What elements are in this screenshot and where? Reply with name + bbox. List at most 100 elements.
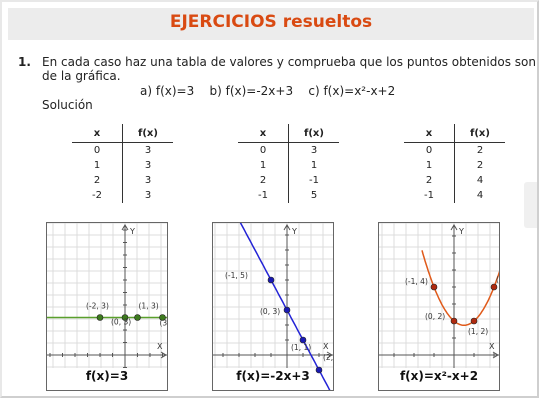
data-point	[490, 283, 498, 291]
data-point	[299, 336, 307, 344]
data-point	[96, 314, 104, 321]
table-cell-x: 1	[72, 158, 123, 173]
y-axis-label: Y	[291, 227, 297, 236]
y-axis-arrow	[121, 224, 129, 231]
y-axis-label: Y	[458, 227, 464, 236]
data-point	[267, 276, 275, 284]
point-label: (2, -1)	[323, 353, 333, 362]
function-curve	[421, 250, 499, 327]
table-row: 2 -1	[238, 173, 339, 188]
table-cell-fx: 2	[476, 160, 484, 171]
table-header-x: x	[238, 124, 289, 143]
exercise-statement-line2: de la gráfica.	[42, 69, 121, 83]
exercise-statement-line1: En cada caso haz una tabla de valores y …	[42, 55, 536, 69]
data-point	[159, 314, 166, 321]
table-cell-fx: 3	[144, 145, 152, 156]
table-cell-x: 1	[238, 158, 289, 173]
side-scroll-tab[interactable]	[524, 182, 537, 228]
table-cell-fx: 4	[476, 175, 484, 186]
table-cell-fx: 1	[310, 160, 318, 171]
table-cell-x: 0	[238, 142, 289, 158]
graph-svg: Y X (-1, 4) (0, 2) (1, 2) (2, 4)	[379, 223, 499, 368]
point-label: (-1, 4)	[405, 277, 428, 286]
table-cell-x: 0	[404, 142, 455, 158]
y-axis-arrow	[283, 224, 291, 231]
data-point	[315, 366, 323, 374]
graph-svg: Y X (-2, 3)(0, 3) (1, 3)(3, 3)	[47, 223, 168, 368]
graph-constant-function: Y X (-2, 3)(0, 3) (1, 3)(3, 3) f(x)=3	[46, 222, 168, 391]
table-cell-x: -1	[238, 188, 289, 203]
table-cell-x: 0	[72, 142, 123, 158]
table-cell-fx: 4	[476, 190, 484, 201]
table-header-fx: f(x)	[288, 124, 339, 143]
table-cell-x: 2	[72, 173, 123, 188]
table-header-fx: f(x)	[122, 124, 173, 143]
data-point	[450, 317, 458, 325]
point-label: (1, 3)	[139, 302, 159, 311]
table-header-row: x f(x)	[404, 124, 505, 143]
table-row: -2 3	[72, 188, 173, 203]
point-label: (0, 3)	[260, 307, 280, 316]
data-point	[134, 314, 141, 321]
table-cell-x: -1	[404, 188, 455, 203]
point-label: (2, 4)	[496, 275, 499, 284]
point-label: (-2, 3)	[86, 302, 109, 311]
table-row: -1 4	[404, 188, 505, 203]
x-axis-arrow	[326, 351, 333, 359]
table-cell-fx: 3	[144, 175, 152, 186]
table-cell-x: 1	[404, 158, 455, 173]
table-cell-fx: 2	[476, 145, 484, 156]
point-label: (1, 2)	[468, 327, 488, 336]
graph-quadratic-function: Y X (-1, 4) (0, 2) (1, 2) (2, 4) f(x)=x²-x+2	[378, 222, 500, 391]
page-title: EJERCICIOS resueltos	[169, 12, 373, 32]
point-label: (3, 3)	[160, 319, 168, 328]
x-axis-label: X	[489, 342, 495, 351]
y-axis-label: Y	[129, 227, 135, 236]
table-header-x: x	[72, 124, 123, 143]
point-label: (1, 1)	[291, 343, 311, 352]
table-cell-x: 2	[238, 173, 289, 188]
table-row: -1 5	[238, 188, 339, 203]
table-cell-fx: 3	[144, 190, 152, 201]
table-cell-x: -2	[72, 188, 123, 203]
table-header-row: x f(x)	[238, 124, 339, 143]
data-point	[470, 317, 478, 325]
table-cell-x: 2	[404, 173, 455, 188]
table-cell-fx: -1	[309, 175, 319, 186]
table-cell-fx: 5	[310, 190, 318, 201]
data-point	[430, 283, 438, 291]
graph-linear-function: Y X (-1, 5) (0, 3) (1, 1) (2, -1) f(x)=-2x+3	[212, 222, 334, 391]
graph-label: f(x)=-2x+3	[236, 369, 310, 383]
table-cell-fx: 3	[144, 160, 152, 171]
page-frame: EJERCICIOS resueltos 1. En cada caso haz…	[0, 0, 539, 398]
title-bar: EJERCICIOS resueltos	[8, 8, 534, 40]
point-label: (0, 3)	[111, 318, 131, 327]
exercise-functions: a) f(x)=3 b) f(x)=-2x+3 c) f(x)=x²-x+2	[140, 84, 396, 98]
table-header-fx: f(x)	[454, 124, 505, 143]
graph-svg: Y X (-1, 5) (0, 3) (1, 1) (2, -1)	[213, 223, 333, 390]
y-axis-arrow	[450, 224, 458, 231]
point-label: (0, 2)	[425, 312, 445, 321]
data-point	[121, 314, 129, 321]
table-header-x: x	[404, 124, 455, 143]
x-axis-arrow	[492, 351, 499, 359]
x-axis-label: X	[157, 342, 163, 351]
table-cell-fx: 3	[310, 145, 318, 156]
graph-label: f(x)=x²-x+2	[399, 369, 479, 383]
x-axis-label: X	[323, 342, 329, 351]
solution-label: Solución	[42, 98, 93, 112]
graph-label: f(x)=3	[85, 369, 129, 383]
point-label: (-1, 5)	[225, 271, 248, 280]
exercise-number: 1.	[18, 55, 31, 69]
